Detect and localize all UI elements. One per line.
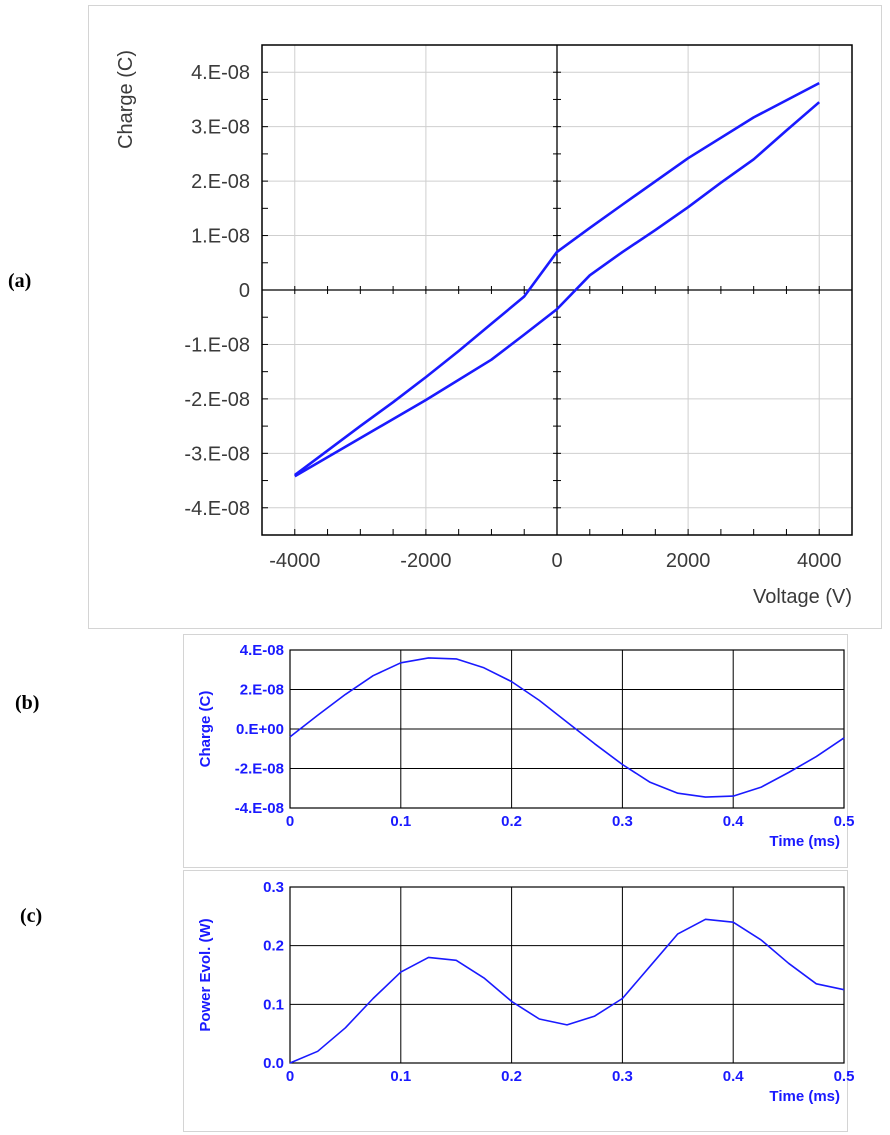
x-tick-label: 0 bbox=[551, 550, 562, 572]
x-tick-label: 0.2 bbox=[501, 813, 522, 830]
x-tick-label: 0 bbox=[286, 1068, 294, 1085]
x-tick-label: -2000 bbox=[400, 550, 451, 572]
y-tick-label: 0.0 bbox=[263, 1055, 284, 1072]
series-line-a-0 bbox=[294, 81, 820, 477]
y-tick-label: 2.E-08 bbox=[191, 171, 250, 193]
plot-area-border bbox=[261, 44, 853, 536]
panel-label-c: (c) bbox=[20, 905, 43, 927]
plot-area-border bbox=[289, 886, 845, 1064]
y-tick-label: 4.E-08 bbox=[191, 62, 250, 84]
chart-frame-a bbox=[88, 5, 882, 629]
x-tick-label: 0 bbox=[286, 813, 294, 830]
y-tick-label: -4.E-08 bbox=[235, 800, 284, 817]
y-tick-label: 0.3 bbox=[263, 879, 284, 896]
y-tick-label: -1.E-08 bbox=[184, 334, 250, 356]
y-axis-label: Charge (C) bbox=[197, 691, 214, 768]
y-tick-label: 0 bbox=[239, 280, 250, 302]
panel-label-b: (b) bbox=[15, 692, 40, 714]
chart-frame-b bbox=[183, 634, 848, 868]
x-tick-label: 0.2 bbox=[501, 1068, 522, 1085]
y-tick-label: 2.E-08 bbox=[240, 682, 284, 699]
panel-label-a: (a) bbox=[8, 270, 32, 292]
x-tick-label: 0.3 bbox=[612, 813, 633, 830]
x-tick-label: 0.1 bbox=[390, 813, 411, 830]
y-tick-label: -2.E-08 bbox=[235, 761, 284, 778]
series-line-a-1 bbox=[294, 101, 821, 478]
y-axis-label: Power Evol. (W) bbox=[197, 918, 214, 1031]
y-tick-label: 0.E+00 bbox=[236, 721, 284, 738]
x-axis-label: Voltage (V) bbox=[753, 586, 852, 608]
plot-area-border bbox=[289, 649, 845, 809]
y-tick-label: 4.E-08 bbox=[240, 642, 284, 659]
y-axis-label: Charge (C) bbox=[115, 50, 137, 149]
x-tick-label: 0.5 bbox=[834, 1068, 855, 1085]
y-tick-label: -3.E-08 bbox=[184, 443, 250, 465]
series-line-b-0 bbox=[289, 657, 845, 798]
x-tick-label: 0.1 bbox=[390, 1068, 411, 1085]
y-tick-label: -2.E-08 bbox=[184, 389, 250, 411]
y-tick-label: -4.E-08 bbox=[184, 498, 250, 520]
y-tick-label: 0.1 bbox=[263, 996, 284, 1013]
y-tick-label: 3.E-08 bbox=[191, 117, 250, 139]
y-tick-label: 1.E-08 bbox=[191, 226, 250, 248]
series-line-c-0 bbox=[289, 918, 845, 1064]
x-tick-label: 0.4 bbox=[723, 1068, 745, 1085]
x-tick-label: 4000 bbox=[797, 550, 842, 572]
x-axis-label: Time (ms) bbox=[769, 833, 840, 850]
y-tick-label: 0.2 bbox=[263, 938, 284, 955]
x-tick-label: -4000 bbox=[269, 550, 320, 572]
x-tick-label: 0.3 bbox=[612, 1068, 633, 1085]
x-axis-label: Time (ms) bbox=[769, 1088, 840, 1105]
x-tick-label: 0.5 bbox=[834, 813, 855, 830]
x-tick-label: 2000 bbox=[666, 550, 711, 572]
chart-frame-c bbox=[183, 870, 848, 1132]
x-tick-label: 0.4 bbox=[723, 813, 745, 830]
